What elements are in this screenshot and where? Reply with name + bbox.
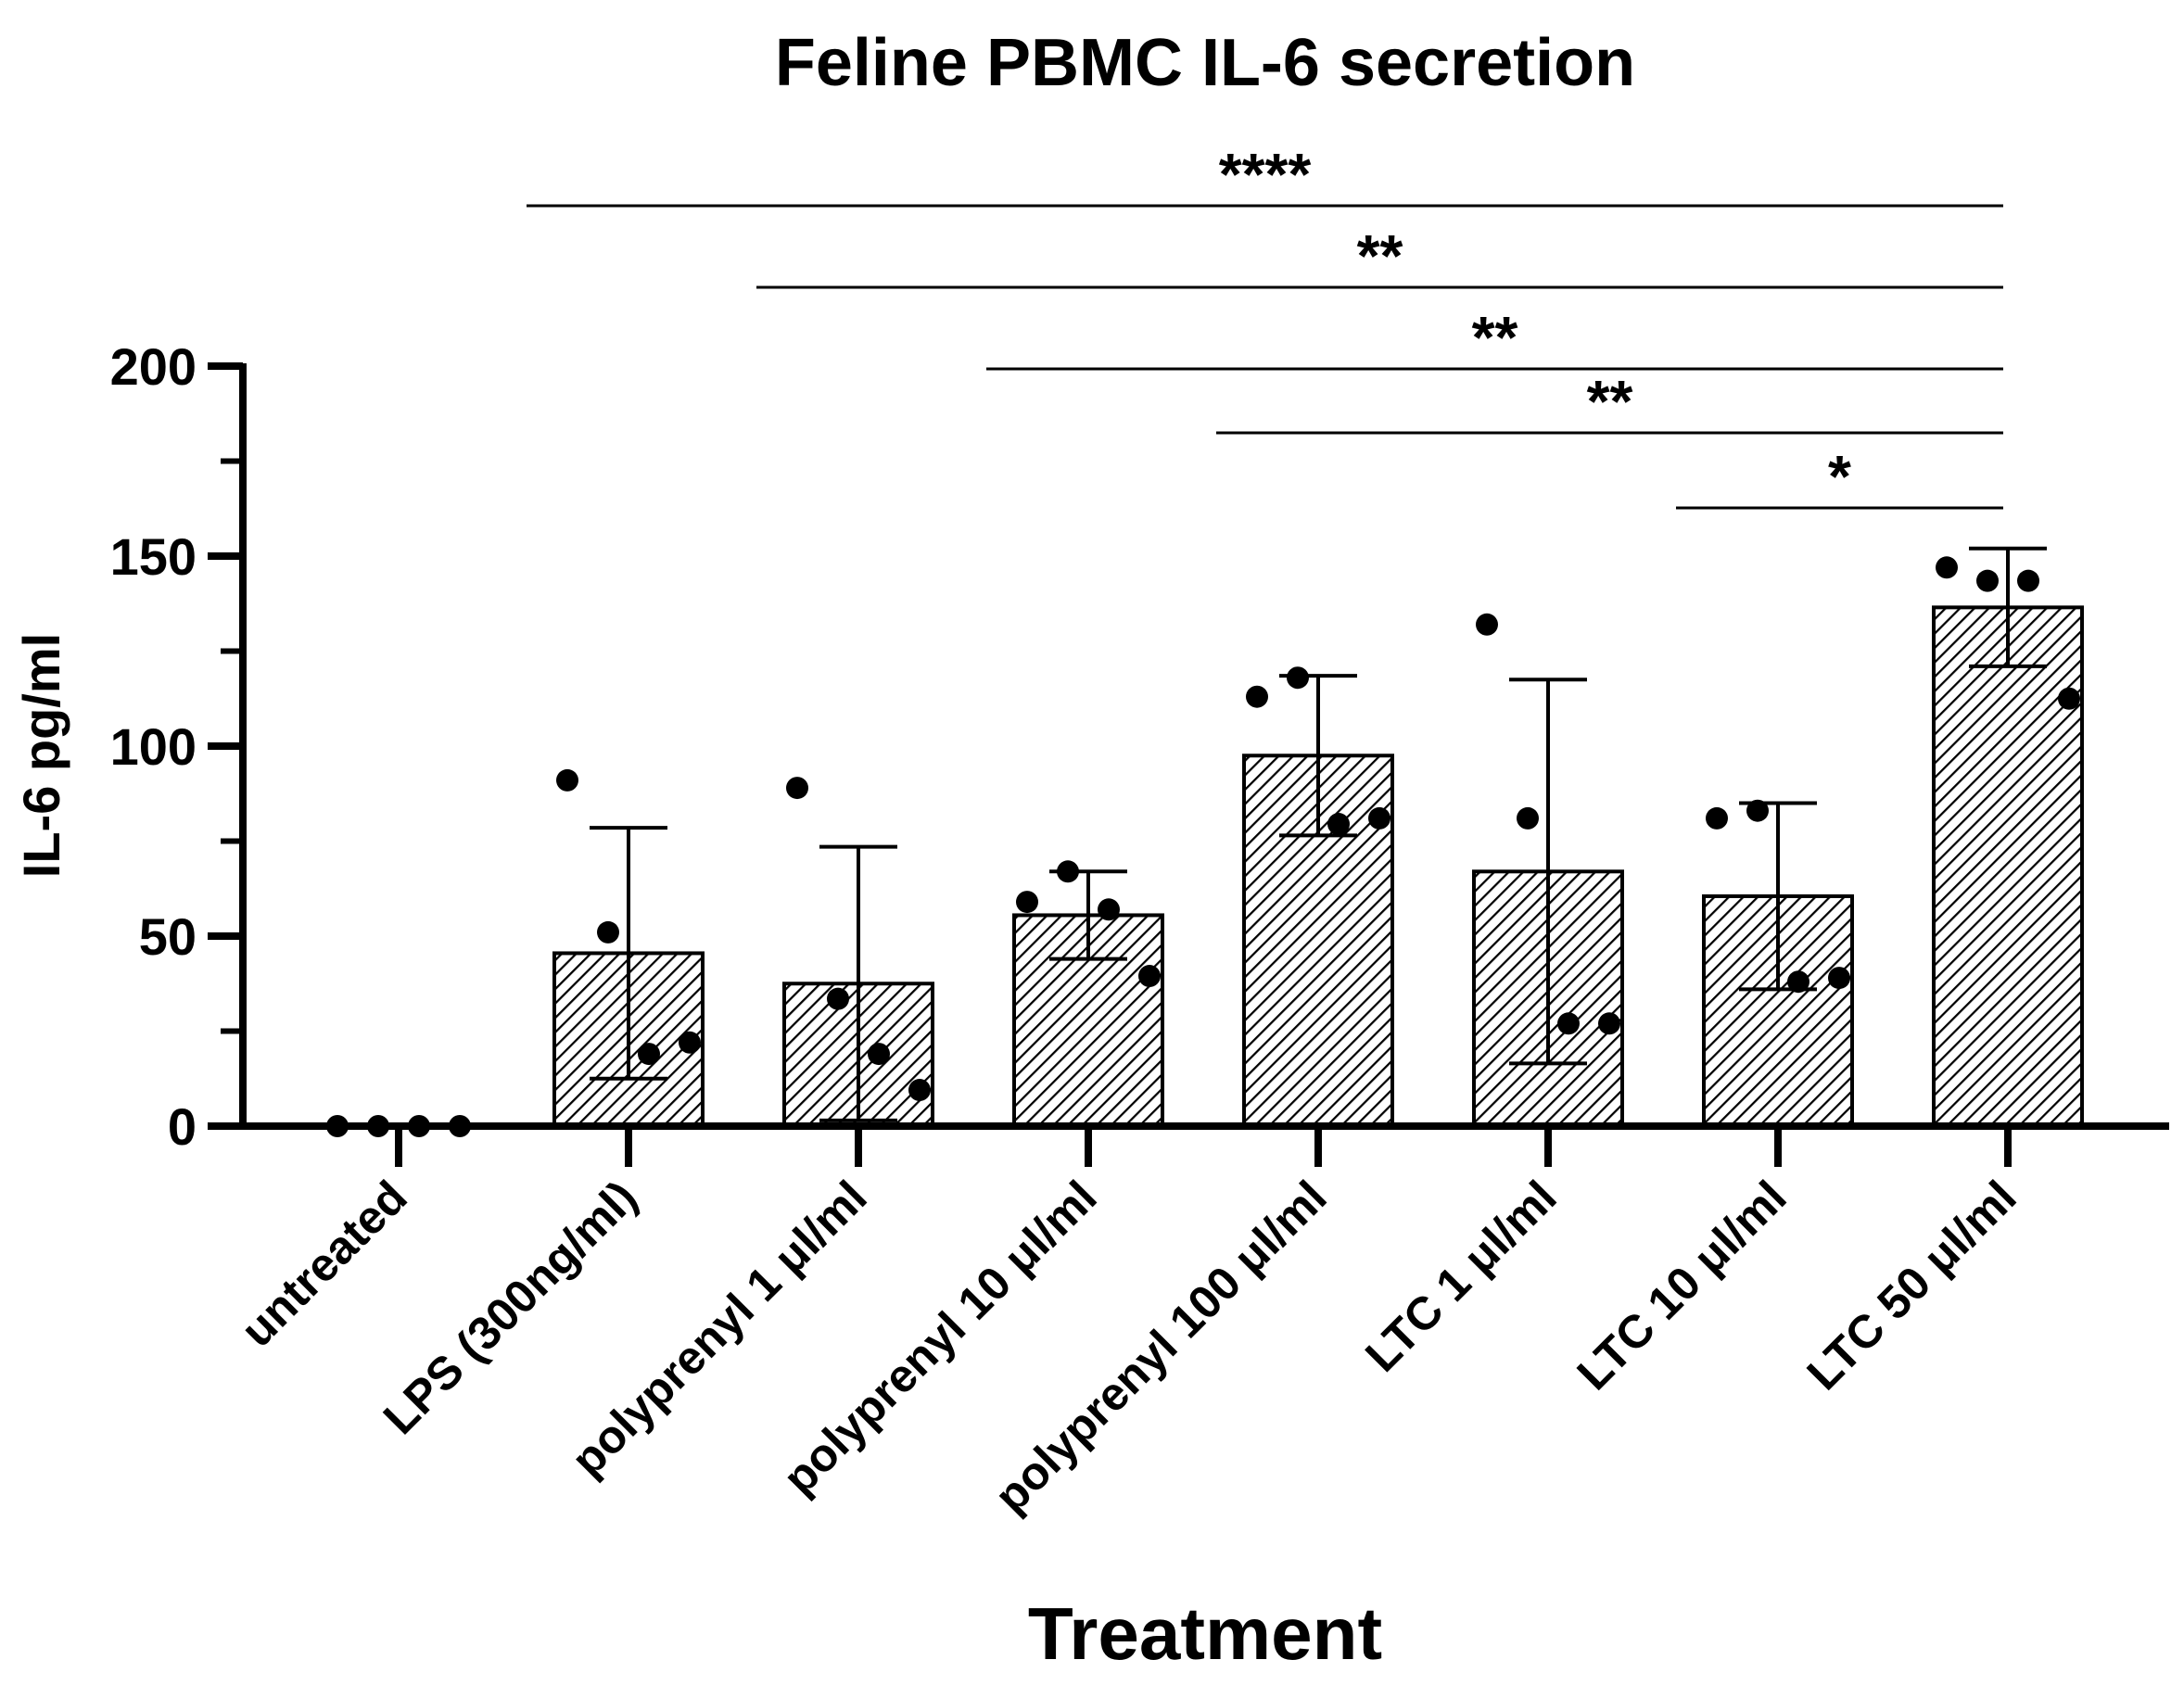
data-point-7-1 — [1976, 569, 1999, 592]
data-point-4-1 — [1287, 666, 1309, 690]
error-bar-5 — [1509, 678, 1587, 1066]
y-tick-label-2: 100 — [110, 717, 197, 776]
data-point-4-2 — [1327, 813, 1350, 836]
data-point-5-3 — [1598, 1012, 1620, 1035]
error-bar-7 — [1969, 546, 2047, 668]
y-axis-title: IL-6 pg/ml — [12, 633, 70, 878]
significance-label-0: **** — [1219, 141, 1312, 208]
data-point-3-0 — [1016, 891, 1038, 914]
data-point-3-2 — [1098, 898, 1120, 921]
error-bar-2 — [819, 844, 897, 1122]
data-point-7-0 — [1936, 556, 1958, 579]
data-point-5-2 — [1557, 1012, 1580, 1035]
x-tick-label-6: LTC 10 μl/ml — [1568, 1171, 1797, 1400]
data-point-6-2 — [1787, 970, 1809, 994]
y-tick-label-0: 0 — [168, 1097, 197, 1156]
x-tick-label-7: LTC 50 μl/ml — [1797, 1171, 2026, 1400]
significance-label-3: ** — [1587, 368, 1633, 435]
significance-label-2: ** — [1472, 304, 1518, 371]
x-axis-title: Treatment — [1028, 1592, 1382, 1675]
data-point-4-3 — [1368, 806, 1390, 830]
bar-4 — [1242, 754, 1394, 1128]
data-point-6-3 — [1828, 967, 1850, 990]
bar-7 — [1932, 605, 2084, 1128]
chart-title: Feline PBMC IL-6 secretion — [775, 26, 1635, 100]
significance-label-1: ** — [1357, 222, 1403, 289]
data-point-1-0 — [556, 768, 578, 792]
data-point-6-0 — [1706, 806, 1728, 830]
x-tick-label-5: LTC 1 μl/ml — [1355, 1171, 1567, 1382]
data-point-5-0 — [1476, 613, 1498, 636]
error-bar-1 — [590, 826, 667, 1081]
significance-label-4: * — [1828, 443, 1851, 510]
y-tick-label-3: 150 — [110, 527, 197, 586]
data-point-1-1 — [597, 920, 619, 944]
data-point-1-3 — [679, 1031, 701, 1054]
data-point-5-1 — [1517, 806, 1539, 830]
data-point-4-0 — [1246, 685, 1268, 708]
data-point-7-2 — [2017, 569, 2039, 592]
y-tick-label-4: 200 — [110, 337, 197, 396]
data-point-7-3 — [2058, 687, 2080, 710]
data-point-2-3 — [908, 1079, 931, 1102]
x-tick-label-1: LPS (300ng/ml) — [374, 1171, 647, 1444]
data-point-1-2 — [638, 1043, 660, 1066]
data-point-6-1 — [1746, 799, 1769, 822]
data-point-3-1 — [1057, 860, 1079, 883]
data-point-2-0 — [786, 777, 808, 800]
data-point-3-3 — [1138, 965, 1161, 988]
data-point-2-1 — [827, 987, 849, 1010]
x-tick-label-0: untreated — [231, 1171, 417, 1357]
y-tick-label-1: 50 — [139, 907, 197, 966]
data-point-2-2 — [868, 1043, 890, 1066]
